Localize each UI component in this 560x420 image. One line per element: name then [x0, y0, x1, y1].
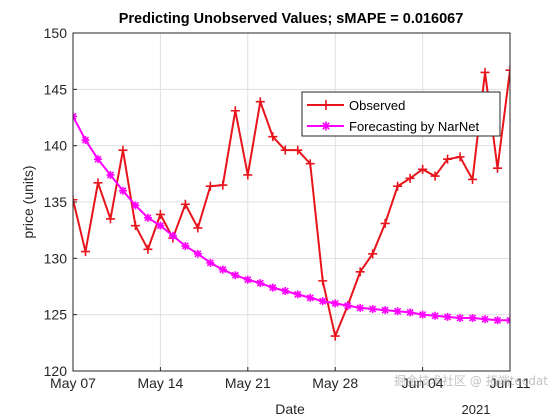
- x-tick-label: May 28: [312, 375, 358, 391]
- forecast-data-point: [318, 297, 327, 306]
- forecast-data-point: [468, 314, 477, 323]
- forecast-data-point: [456, 314, 465, 323]
- observed-data-point: [105, 214, 115, 224]
- forecast-data-point: [131, 201, 140, 210]
- observed-data-point: [318, 276, 328, 286]
- forecast-data-point: [81, 136, 90, 145]
- legend-forecast-marker: [321, 121, 331, 131]
- observed-data-point: [443, 154, 453, 164]
- forecast-data-point: [231, 271, 240, 280]
- observed-data-point: [180, 199, 190, 209]
- forecast-data-point: [393, 307, 402, 316]
- forecast-data-point: [281, 287, 290, 296]
- y-axis-label: price (units): [20, 165, 36, 238]
- x-tick-label: May 14: [137, 375, 183, 391]
- forecast-data-point: [356, 303, 365, 312]
- observed-data-point: [330, 331, 340, 341]
- observed-data-point: [218, 180, 228, 190]
- y-tick-label: 130: [44, 250, 68, 266]
- y-tick-label: 125: [44, 307, 68, 323]
- y-tick-label: 150: [44, 25, 68, 41]
- y-tick-label: 140: [44, 138, 68, 154]
- forecast-data-point: [106, 170, 115, 179]
- legend-observed-label: Observed: [349, 98, 405, 113]
- forecast-data-point: [143, 213, 152, 222]
- observed-data-point: [468, 174, 478, 184]
- observed-data-point: [280, 145, 290, 155]
- forecast-data-point: [193, 249, 202, 258]
- forecast-data-point: [168, 231, 177, 240]
- x-axis-year-label: 2021: [462, 402, 491, 417]
- series-line-observed: [73, 70, 510, 338]
- observed-data-point: [393, 181, 403, 191]
- forecast-data-point: [368, 305, 377, 314]
- legend-box: [301, 91, 501, 137]
- observed-data-point: [493, 163, 503, 173]
- y-tick-label: 135: [44, 194, 68, 210]
- forecast-data-point: [206, 258, 215, 267]
- observed-data-point: [193, 223, 203, 233]
- observed-data-point: [305, 159, 315, 169]
- x-tick-label: Jun 11: [490, 375, 531, 391]
- legend-observed-marker: [321, 100, 331, 110]
- forecast-data-point: [381, 306, 390, 315]
- forecast-data-point: [218, 265, 227, 274]
- observed-data-point: [130, 221, 140, 231]
- observed-data-point: [480, 67, 490, 77]
- axis-ticks: 120 125 130 135 140 145 150 May 07 May 14 May 21 M…: [44, 25, 531, 391]
- legend: Observed Forecasting by NarNet: [301, 91, 501, 137]
- forecast-data-point: [268, 283, 277, 292]
- observed-data-point: [155, 209, 165, 219]
- watermark: 掘金技术社区 @ 拓端tecdat: [394, 373, 548, 388]
- forecast-data-point: [156, 221, 165, 230]
- observed-data-point: [430, 171, 440, 181]
- observed-data-point: [368, 249, 378, 259]
- x-tick-label: May 21: [225, 375, 271, 391]
- forecast-data-point: [118, 186, 127, 195]
- observed-data-point: [93, 178, 103, 188]
- forecast-data-point: [181, 241, 190, 250]
- forecast-data-point: [343, 301, 352, 310]
- grid: [73, 33, 510, 371]
- chart-title: Predicting Unobserved Values; sMAPE = 0.…: [119, 11, 464, 27]
- forecast-data-point: [443, 312, 452, 321]
- observed-data-point: [355, 267, 365, 277]
- forecast-data-point: [243, 275, 252, 284]
- observed-data-point: [405, 173, 415, 183]
- observed-data-point: [73, 195, 78, 205]
- x-axis-label: Date: [275, 401, 305, 417]
- observed-data-point: [243, 170, 253, 180]
- forecast-data-point: [418, 310, 427, 319]
- forecast-data-point: [331, 299, 340, 308]
- forecast-data-point: [256, 279, 265, 288]
- forecast-data-point: [406, 308, 415, 317]
- y-tick-label: 145: [44, 81, 68, 97]
- forecast-data-point: [293, 290, 302, 299]
- forecast-data-point: [431, 311, 440, 320]
- observed-data-point: [205, 181, 215, 191]
- observed-data-point: [118, 145, 128, 155]
- x-tick-label: Jun 04: [402, 375, 444, 391]
- observed-data-point: [255, 97, 265, 107]
- observed-data-point: [230, 106, 240, 116]
- legend-forecast-label: Forecasting by NarNet: [349, 119, 479, 134]
- x-tick-label: May 07: [50, 375, 96, 391]
- observed-data-point: [80, 247, 90, 257]
- observed-data-point: [143, 244, 153, 254]
- forecast-data-point: [481, 315, 490, 324]
- observed-data-point: [380, 218, 390, 228]
- observed-data-point: [505, 65, 510, 75]
- observed-data-point: [268, 132, 278, 142]
- observed-data-point: [293, 145, 303, 155]
- forecast-data-point: [306, 293, 315, 302]
- y-tick-label: 120: [44, 363, 68, 379]
- forecast-data-point: [493, 316, 502, 325]
- observed-data-point: [455, 152, 465, 162]
- forecast-data-point: [93, 155, 102, 164]
- observed-data-point: [418, 164, 428, 174]
- series-layer: [73, 65, 510, 341]
